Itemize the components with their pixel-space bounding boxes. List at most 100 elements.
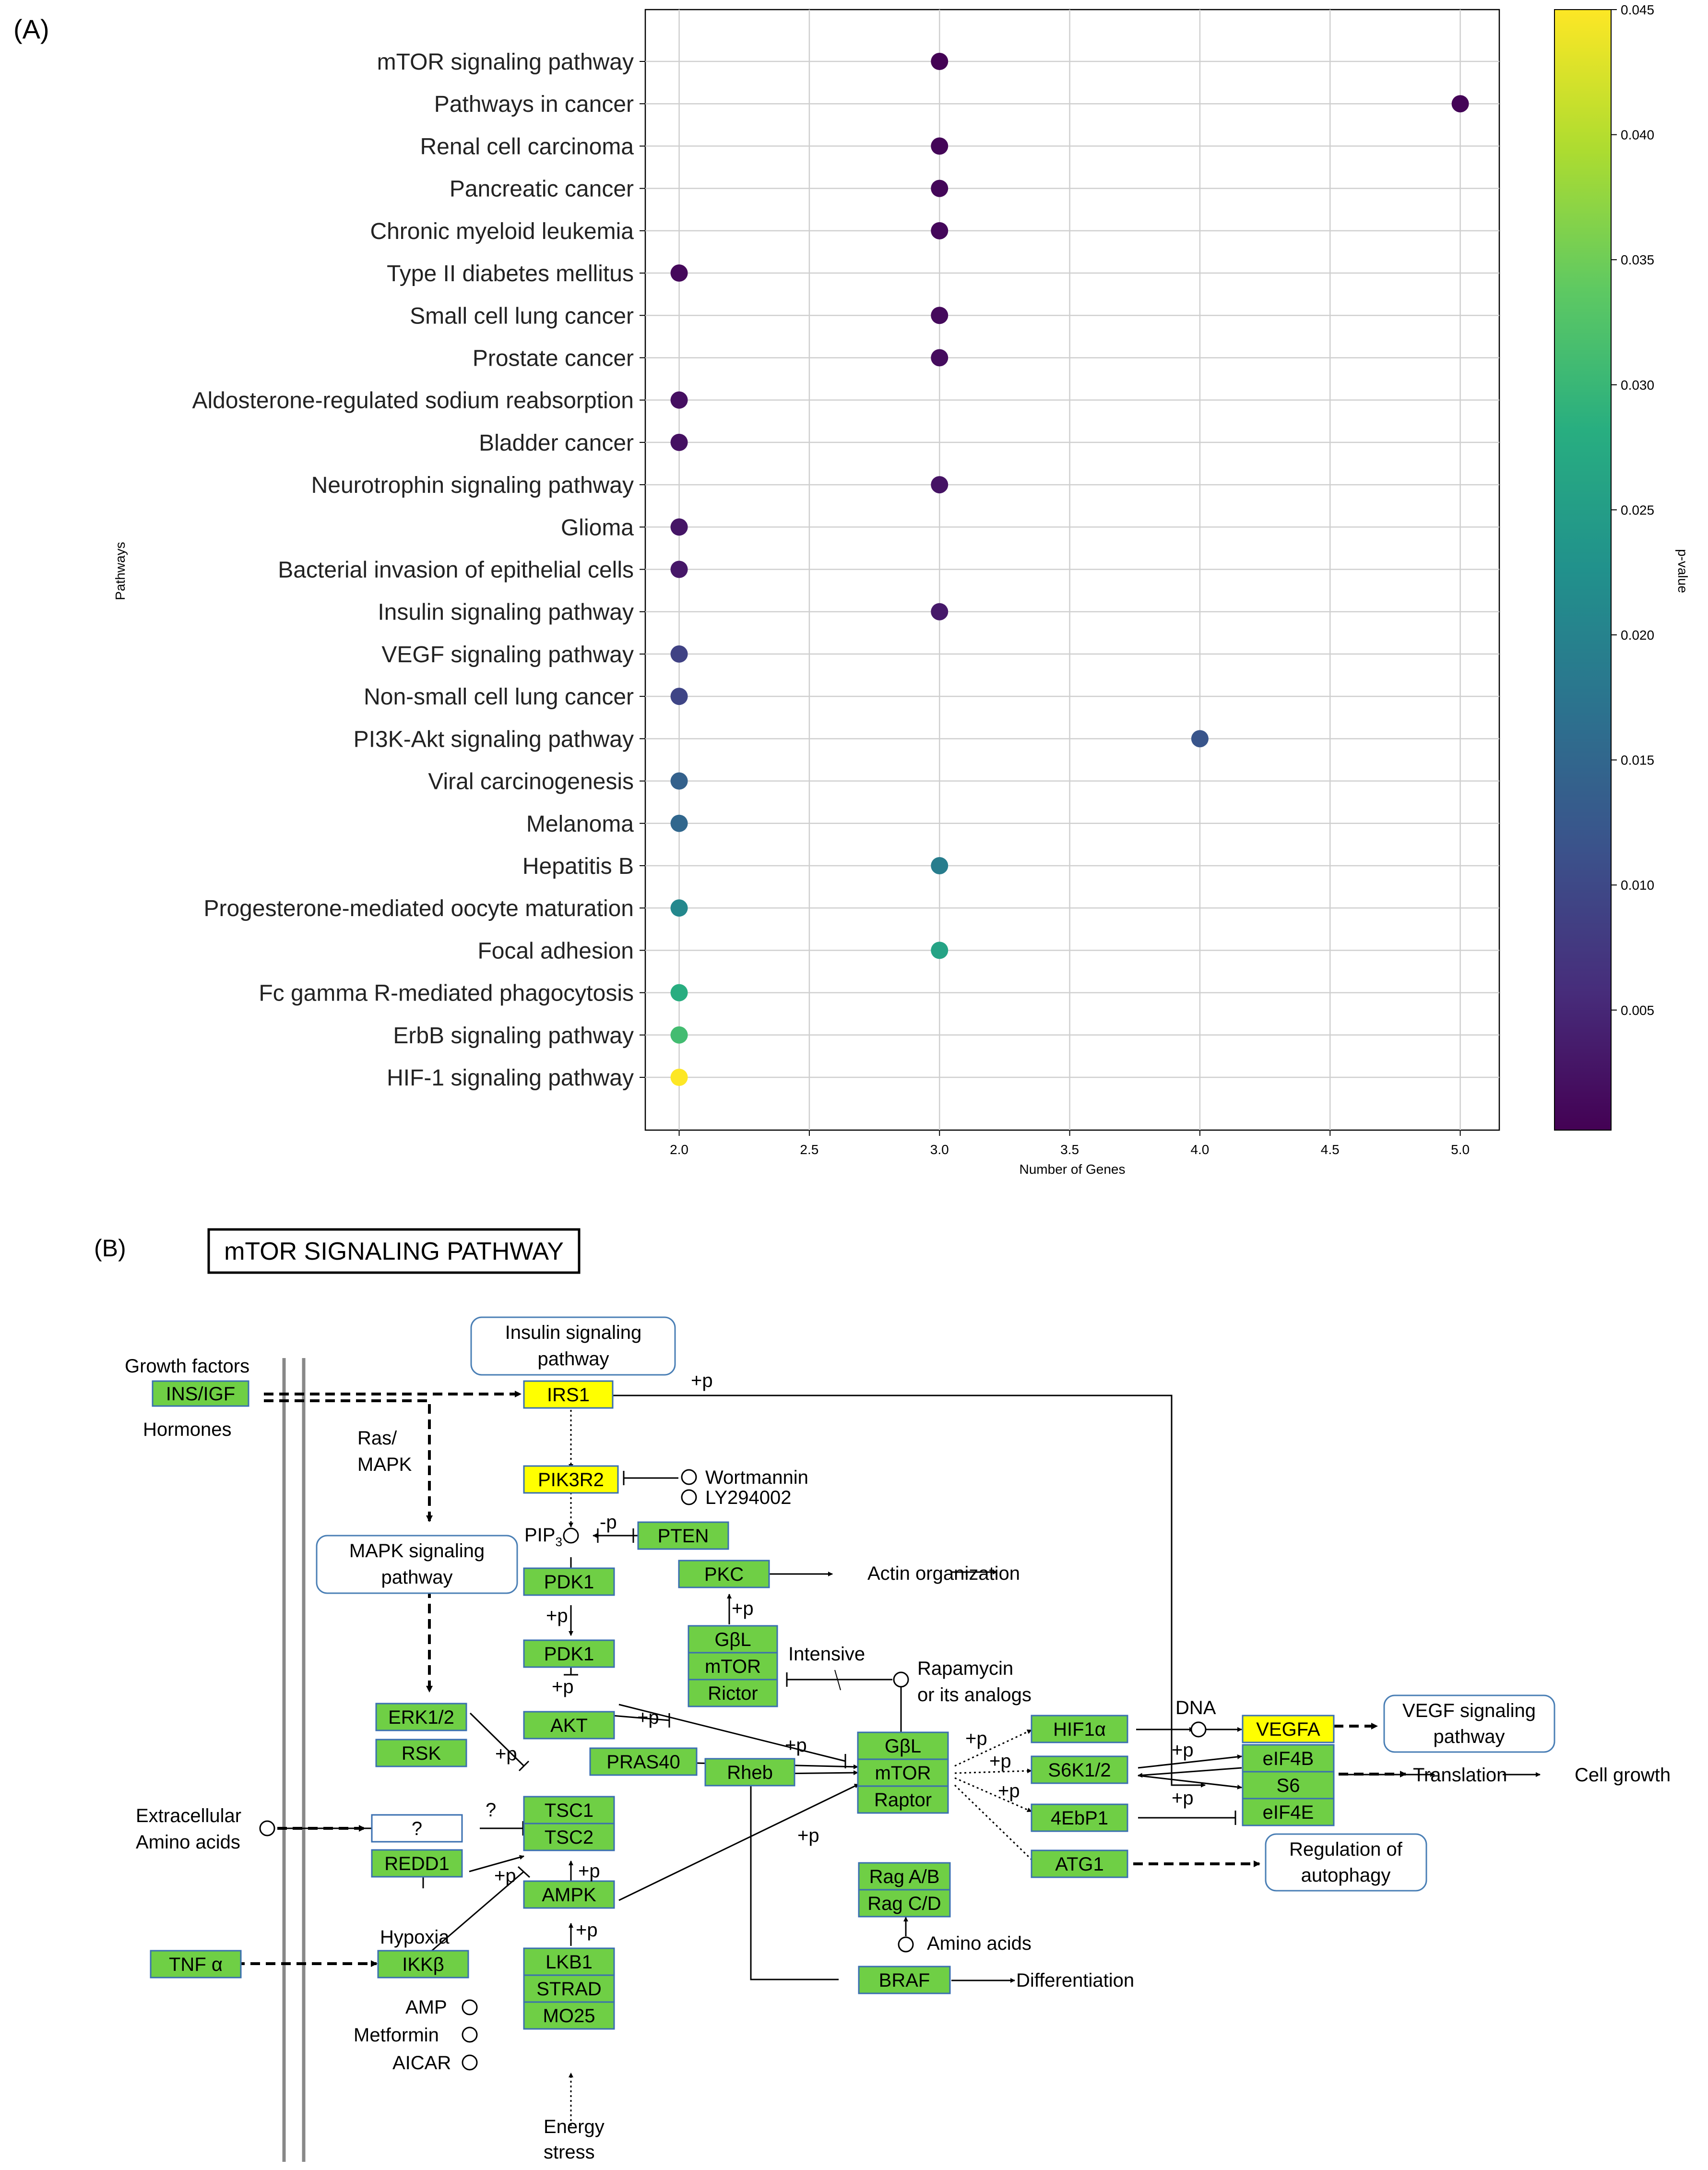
rapamycin-circle	[893, 1671, 909, 1688]
gene-node-pik3r2[interactable]: PIK3R2	[523, 1465, 619, 1494]
panel-a-label: (A)	[13, 14, 49, 44]
data-point	[670, 518, 688, 536]
gene-node-hif1a[interactable]: HIF1α	[1031, 1715, 1128, 1743]
intensive-label: Intensive	[788, 1644, 865, 1665]
ampk-mtor-plus-p: +p	[797, 1825, 819, 1846]
gene-node-pkc[interactable]: PKC	[678, 1560, 770, 1588]
gene-node-label: eIF4B	[1263, 1748, 1314, 1769]
gene-node-gbl-1[interactable]: GβL	[688, 1625, 778, 1654]
data-point	[670, 433, 688, 451]
autophagy-link-line1[interactable]: Regulation of	[1289, 1839, 1403, 1860]
gene-node-lkb1[interactable]: LKB1	[523, 1947, 615, 1976]
gene-node-label: TNF α	[169, 1954, 223, 1975]
gene-node-label: Raptor	[874, 1789, 932, 1811]
hypoxia-label: Hypoxia	[380, 1927, 450, 1948]
data-point	[931, 857, 949, 874]
insulin-link-line2[interactable]: pathway	[538, 1348, 609, 1370]
gene-node-ikkb[interactable]: IKKβ	[377, 1950, 469, 1979]
gene-node-s6[interactable]: S6	[1242, 1771, 1335, 1800]
gene-node-strad[interactable]: STRAD	[523, 1974, 615, 2003]
y-tick-labels: mTOR signaling pathway Pathways in cancer…	[192, 49, 645, 1091]
growth-factors-label: Growth factors	[125, 1356, 249, 1377]
diagram-title-box	[207, 1228, 581, 1274]
colorbar	[1554, 9, 1612, 1131]
gene-node-tnfa[interactable]: TNF α	[150, 1950, 242, 1979]
colorbar-tick-label: 0.045	[1621, 2, 1654, 17]
gene-node-s6k[interactable]: S6K1/2	[1031, 1755, 1128, 1784]
autophagy-link-line2[interactable]: autophagy	[1301, 1865, 1391, 1886]
gene-node-pten[interactable]: PTEN	[637, 1521, 729, 1550]
gene-node-eif4e[interactable]: eIF4E	[1242, 1798, 1335, 1826]
metformin-circle	[462, 2027, 478, 2043]
gene-node-rictor[interactable]: Rictor	[688, 1679, 778, 1707]
gene-node-pdk1-b[interactable]: PDK1	[523, 1639, 615, 1668]
gene-node-label: IKKβ	[402, 1954, 444, 1975]
gene-node-mtor-1[interactable]: mTOR	[688, 1652, 778, 1681]
irs-plus-p: +p	[691, 1370, 713, 1391]
vegf-link-line2[interactable]: pathway	[1434, 1726, 1505, 1747]
redd1-plus-p: +p	[494, 1865, 516, 1886]
gene-node-erk[interactable]: ERK1/2	[375, 1703, 467, 1731]
pten-minus-p: -p	[600, 1512, 617, 1533]
gene-node-ragab[interactable]: Rag A/B	[858, 1862, 951, 1891]
data-point	[931, 349, 949, 367]
extracellular-circle	[259, 1820, 275, 1836]
colorbar-tick-label: 0.020	[1621, 628, 1654, 643]
gene-node-tsc1[interactable]: TSC1	[523, 1796, 615, 1824]
akt-plus-p: +p	[552, 1676, 574, 1697]
gene-node-vegfa[interactable]: VEGFA	[1242, 1715, 1335, 1743]
gene-node-ampk[interactable]: AMPK	[523, 1880, 615, 1909]
pip3-circle	[563, 1527, 579, 1544]
gene-node-akt[interactable]: AKT	[523, 1711, 615, 1740]
gene-node-mtor-2[interactable]: mTOR	[857, 1758, 949, 1787]
gene-node-atg1[interactable]: ATG1	[1031, 1849, 1128, 1878]
gene-node-eif4b[interactable]: eIF4B	[1242, 1744, 1335, 1773]
gene-node-raptor[interactable]: Raptor	[857, 1785, 949, 1814]
data-point	[931, 942, 949, 959]
energy-stress-label: stress	[544, 2142, 595, 2163]
colorbar-tick-label: 0.015	[1621, 753, 1654, 768]
gene-node-rsk[interactable]: RSK	[375, 1739, 467, 1767]
colorbar-tick-label: 0.040	[1621, 128, 1654, 143]
data-point	[1191, 730, 1209, 748]
gene-node-ebp1[interactable]: 4EbP1	[1031, 1803, 1128, 1832]
gene-node-label: ERK1/2	[388, 1707, 454, 1728]
y-tick-label: Prostate cancer	[473, 346, 634, 371]
gene-node-redd1[interactable]: REDD1	[371, 1849, 463, 1878]
y-axis-label: Pathways	[113, 542, 128, 600]
gene-node-mo25[interactable]: MO25	[523, 2001, 615, 2030]
panel-b-label: (B)	[94, 1235, 126, 1262]
edge	[469, 1712, 525, 1767]
gene-node-braf[interactable]: BRAF	[858, 1966, 951, 1994]
edge	[1138, 1767, 1242, 1778]
gene-node-label: PRAS40	[606, 1752, 680, 1773]
edge	[264, 1399, 433, 1522]
ly294002-circle	[681, 1489, 697, 1505]
edge	[954, 1777, 1032, 1812]
gene-node-label: STRAD	[536, 1979, 602, 2000]
gene-node-pras40[interactable]: PRAS40	[589, 1747, 698, 1776]
insulin-link-line1[interactable]: Insulin signaling	[505, 1322, 642, 1343]
gene-node-label: TSC2	[545, 1827, 593, 1848]
s6k-plus-p: +p	[989, 1751, 1011, 1772]
gene-node-unknown[interactable]: ?	[371, 1814, 463, 1843]
edge	[954, 1768, 1032, 1774]
mapk-link-line1[interactable]: MAPK signaling	[349, 1540, 485, 1562]
gene-node-pdk1-a[interactable]: PDK1	[523, 1567, 615, 1596]
gene-node-tsc2[interactable]: TSC2	[523, 1823, 615, 1851]
gene-node-irs1[interactable]: IRS1	[523, 1380, 614, 1409]
gene-node-ragcd[interactable]: Rag C/D	[858, 1889, 951, 1918]
data-point	[670, 1026, 688, 1044]
y-tick-label: Melanoma	[526, 811, 634, 837]
gene-node-label: VEGFA	[1256, 1719, 1320, 1740]
mapk-link-line2[interactable]: pathway	[381, 1567, 453, 1588]
colorbar-tick-label: 0.035	[1621, 252, 1654, 267]
y-tick-label: Viral carcinogenesis	[428, 769, 634, 795]
edge	[1138, 1775, 1242, 1789]
gene-node-ins-igf[interactable]: INS/IGF	[152, 1380, 249, 1407]
x-tick-label: 5.0	[1451, 1142, 1470, 1157]
gene-node-rheb[interactable]: Rheb	[704, 1758, 795, 1787]
gene-node-label: PTEN	[658, 1526, 709, 1547]
vegf-link-line1[interactable]: VEGF signaling	[1402, 1700, 1536, 1721]
gene-node-gbl-2[interactable]: GβL	[857, 1731, 949, 1760]
